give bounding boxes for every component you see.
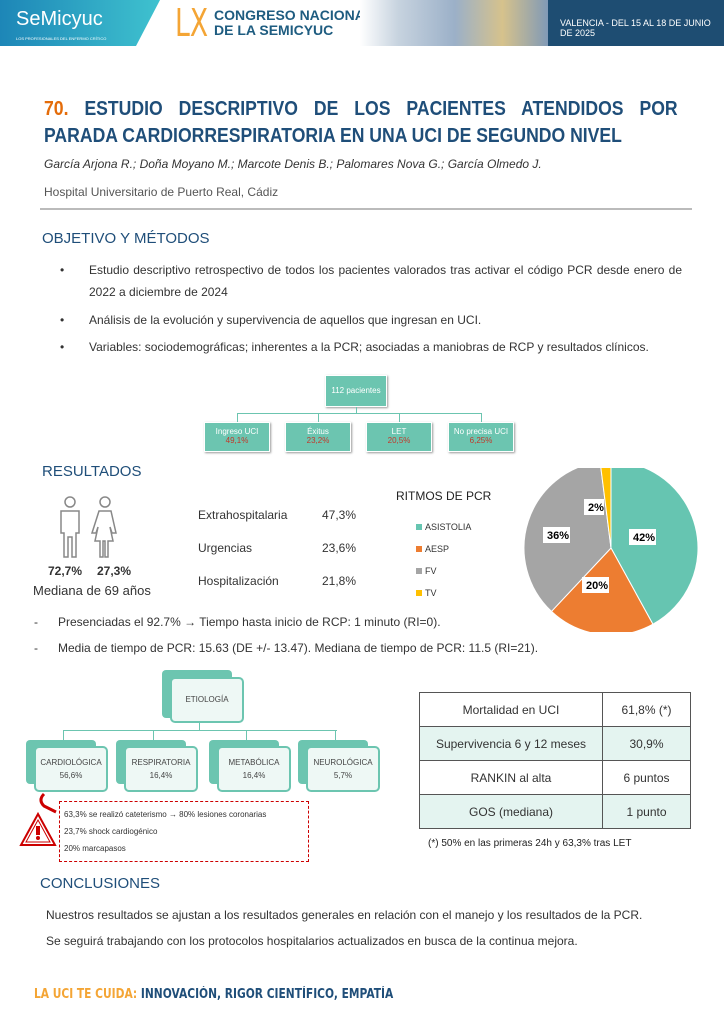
data-label: 36% <box>543 527 570 543</box>
tree-node-let: LET 20,5% <box>366 422 432 452</box>
warning-icon <box>19 792 57 846</box>
dash-item: - Presenciadas el 92.7% → Tiempo hasta i… <box>34 615 441 629</box>
section-conclusiones-heading: CONCLUSIONES <box>40 875 161 892</box>
svg-text:2%: 2% <box>588 502 604 514</box>
section-objetivo-heading: OBJETIVO Y MÉTODOS <box>42 230 210 247</box>
logo-panel <box>0 0 160 46</box>
male-percent: 72,7% <box>48 564 83 578</box>
pie-slice-tv <box>600 468 612 549</box>
outcome-value: 61,8% (*) <box>602 692 691 727</box>
semicyuc-logo: SeMicyuc <box>16 8 103 30</box>
tree-root: 112 pacientes <box>325 375 387 407</box>
header-banner: SeMicyuc LOS PROFESIONALES DEL ENFERMO C… <box>0 0 724 48</box>
origin-value: 47,3% <box>322 508 357 522</box>
legend-item: FV <box>416 566 437 576</box>
legend-item: TV <box>416 588 437 598</box>
svg-text:20%: 20% <box>586 580 608 592</box>
svg-text:42%: 42% <box>633 532 655 544</box>
tree-connector <box>481 413 482 422</box>
data-label: 2% <box>584 499 604 515</box>
origin-label: Hospitalización <box>198 574 279 588</box>
section-resultados-heading: RESULTADOS <box>42 463 142 480</box>
logo-subtitle: LOS PROFESIONALES DEL ENFERMO CRÍTICO <box>16 36 107 41</box>
data-label: 42% <box>629 529 656 545</box>
female-percent: 27,3% <box>97 564 132 578</box>
origin-value: 23,6% <box>322 541 357 555</box>
male-female-icon <box>60 496 117 558</box>
conclusions-body: Nuestros resultados se ajustan a los res… <box>46 907 716 959</box>
tree-node-exitus: Éxitus 23,2% <box>285 422 351 452</box>
origin-label: Urgencias <box>198 541 253 555</box>
legend-item: AESP <box>416 544 449 554</box>
tree-connector <box>399 413 400 422</box>
congress-dates: VALENCIA - DEL 15 AL 18 DE JUNIO DE 2025 <box>548 0 724 46</box>
legend-item: ASISTOLIA <box>416 522 471 532</box>
congress-number: LX <box>175 1 209 45</box>
footer-slogan: LA UCI TE CUIDA: INNOVACIÓN, RIGOR CIENT… <box>34 987 394 1002</box>
poster-title: 70. ESTUDIO DESCRIPTIVO DE LOS PACIENTES… <box>44 98 678 147</box>
etiology-node: METABÓLICA 16,4% <box>217 746 291 792</box>
origin-label: Extrahospitalaria <box>198 508 288 522</box>
bullet-item: Variables: sociodemográficas; inherentes… <box>60 336 682 358</box>
tree-connector <box>356 407 357 413</box>
divider <box>40 208 692 210</box>
tree-connector <box>199 723 200 730</box>
tree-connector <box>335 730 336 740</box>
outcome-label: Mortalidad en UCI <box>419 692 603 727</box>
origin-value: 21,8% <box>322 574 357 588</box>
cardio-notes: 63,3% se realizó cateterismo → 80% lesio… <box>59 801 309 862</box>
median-age: Mediana de 69 años <box>33 583 151 598</box>
etiology-node: CARDIOLÓGICA 56,6% <box>34 746 108 792</box>
outcome-label: Supervivencia 6 y 12 meses <box>419 726 603 761</box>
outcomes-table: Mortalidad en UCI 61,8% (*) Supervivencia… <box>419 692 691 829</box>
tree-connector <box>63 730 64 740</box>
conclusion-line: Se seguirá trabajando con los protocolos… <box>46 934 578 948</box>
tree-connector <box>237 413 481 414</box>
dash-item: - Media de tiempo de PCR: 15.63 (DE +/- … <box>34 641 539 655</box>
tree-node-no-uci: No precisa UCI 6,25% <box>448 422 514 452</box>
pie-slice-asistolia <box>610 468 699 625</box>
tree-connector <box>318 413 319 422</box>
city-image <box>360 0 550 46</box>
authors: García Arjona R.; Doña Moyano M.; Marcot… <box>44 157 542 171</box>
etiology-root: ETIOLOGÍA <box>170 677 244 723</box>
conclusion-line: Nuestros resultados se ajustan a los res… <box>46 908 643 922</box>
data-label: 20% <box>582 577 609 593</box>
tree-connector <box>63 730 337 731</box>
outcome-label: RANKIN al alta <box>419 760 603 795</box>
outcome-label: GOS (mediana) <box>419 794 603 829</box>
tree-connector <box>237 413 238 422</box>
table-footnote: (*) 50% en las primeras 24h y 63,3% tras… <box>428 838 632 849</box>
bullet-item: Análisis de la evolución y supervivencia… <box>60 309 682 331</box>
svg-text:36%: 36% <box>547 530 569 542</box>
etiology-node: NEUROLÓGICA 5,7% <box>306 746 380 792</box>
tree-connector <box>153 730 154 740</box>
chart-title: RITMOS DE PCR <box>396 489 492 503</box>
bullet-item: Estudio descriptivo retrospectivo de tod… <box>60 259 682 303</box>
congress-name: CONGRESO NACIONAL DE LA SEMICYUC <box>214 7 374 38</box>
etiology-node: RESPIRATORIA 16,4% <box>124 746 198 792</box>
outcome-value: 6 puntos <box>602 760 691 795</box>
tree-node-ingreso: Ingreso UCI 49,1% <box>204 422 270 452</box>
tree-connector <box>246 730 247 740</box>
outcome-value: 1 punto <box>602 794 691 829</box>
pie-chart: 42% 20% 36% 2% <box>523 468 699 632</box>
outcome-value: 30,9% <box>602 726 691 761</box>
hospital: Hospital Universitario de Puerto Real, C… <box>44 185 279 199</box>
